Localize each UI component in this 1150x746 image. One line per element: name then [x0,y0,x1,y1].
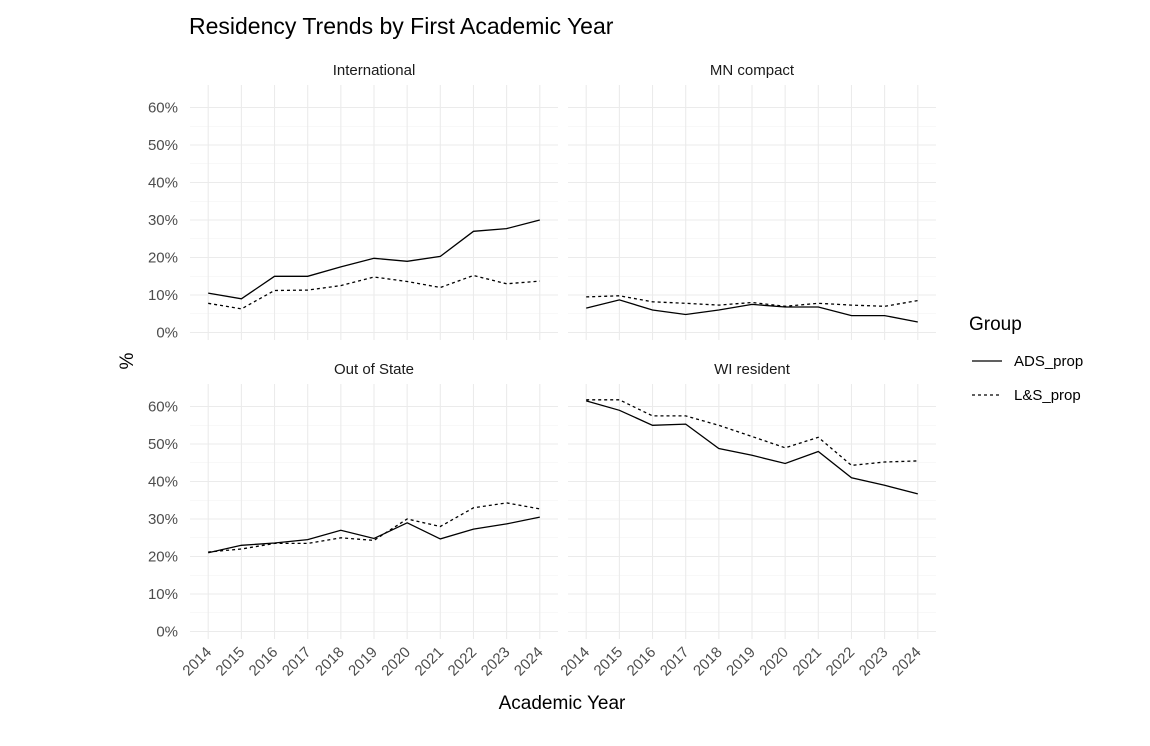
y-tick-label: 60% [148,100,178,117]
x-tick-label: 2024 [511,644,547,680]
facet-label: MN compact [710,62,795,79]
x-tick-label: 2017 [657,644,693,680]
x-tick-label: 2018 [312,644,348,680]
facet-label: WI resident [714,361,791,378]
panel-3: WI resident20142015201620172018201920202… [557,361,936,679]
y-tick-label: 10% [148,287,178,304]
series-line-ads-prop [586,400,918,495]
y-tick-label: 0% [156,325,178,342]
y-tick-label: 10% [148,586,178,603]
x-axis-title: Academic Year [499,693,626,714]
x-tick-label: 2024 [889,644,925,680]
x-tick-label: 2016 [624,644,660,680]
x-tick-label: 2022 [445,644,481,680]
x-tick-label: 2017 [279,644,315,680]
x-tick-label: 2016 [246,644,282,680]
x-tick-label: 2019 [723,644,759,680]
x-tick-label: 2020 [756,644,792,680]
legend-entry-label: L&S_prop [1014,387,1081,404]
series-line-ads-prop [586,299,918,323]
series-line-l-s-prop [208,502,540,553]
x-tick-label: 2015 [213,644,249,680]
y-tick-label: 30% [148,511,178,528]
y-axis-title: % [117,352,138,369]
x-tick-label: 2023 [478,644,514,680]
legend-title: Group [969,314,1022,335]
x-tick-label: 2014 [557,644,593,680]
y-tick-label: 50% [148,436,178,453]
series-line-l-s-prop [586,295,918,307]
series-line-ads-prop [208,516,540,554]
series-line-ads-prop [208,219,540,300]
y-tick-label: 30% [148,212,178,229]
x-tick-label: 2019 [345,644,381,680]
panel-1: MN compact [568,62,936,340]
y-tick-label: 20% [148,549,178,566]
y-tick-label: 0% [156,624,178,641]
y-tick-label: 40% [148,175,178,192]
x-tick-label: 2018 [690,644,726,680]
x-tick-label: 2021 [412,644,448,680]
x-tick-label: 2023 [856,644,892,680]
panel-2: Out of State 0% 10% 20% 30% 40% 50% 60% 20142015… [148,361,558,679]
x-tick-label: 2015 [591,644,627,680]
y-tick-label: 20% [148,250,178,267]
chart-title: Residency Trends by First Academic Year [189,13,614,39]
facet-label: International [333,62,416,79]
panel-0: International 0% 10% 20% 30% 40% 50% 60% [148,62,558,342]
x-tick-label: 2020 [378,644,414,680]
x-tick-label: 2022 [823,644,859,680]
x-tick-label: 2021 [790,644,826,680]
legend: Group ADS_prop L&S_prop [969,314,1083,404]
y-tick-label: 40% [148,474,178,491]
y-tick-label: 60% [148,399,178,416]
y-tick-label: 50% [148,137,178,154]
facet-label: Out of State [334,361,414,378]
x-tick-label: 2014 [179,644,215,680]
legend-entry-label: ADS_prop [1014,353,1083,370]
